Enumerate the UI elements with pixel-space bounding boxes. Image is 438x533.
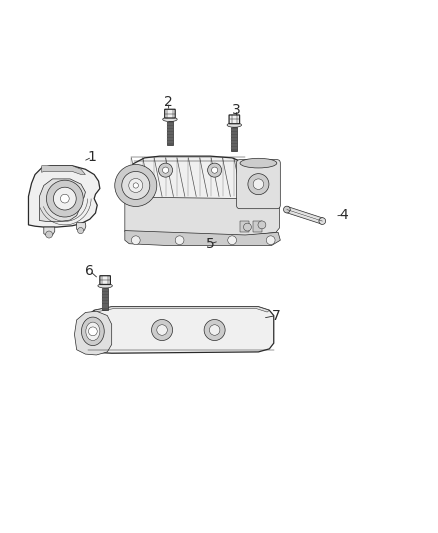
Circle shape	[159, 163, 173, 177]
Circle shape	[248, 174, 269, 195]
Circle shape	[157, 325, 167, 335]
Ellipse shape	[86, 322, 100, 341]
Bar	[240, 221, 249, 232]
Circle shape	[53, 187, 76, 210]
Circle shape	[244, 223, 251, 231]
Text: 4: 4	[339, 208, 348, 222]
Circle shape	[228, 236, 237, 245]
Bar	[253, 221, 262, 232]
Polygon shape	[74, 311, 112, 355]
Circle shape	[204, 319, 225, 341]
FancyBboxPatch shape	[237, 159, 280, 209]
Circle shape	[115, 165, 157, 206]
Circle shape	[319, 217, 326, 224]
Circle shape	[253, 179, 264, 189]
Text: 7: 7	[272, 309, 280, 322]
Circle shape	[175, 236, 184, 245]
Circle shape	[152, 319, 173, 341]
Circle shape	[209, 325, 220, 335]
Circle shape	[212, 167, 218, 173]
Ellipse shape	[227, 123, 242, 127]
Polygon shape	[94, 307, 269, 312]
Polygon shape	[44, 227, 55, 236]
FancyBboxPatch shape	[229, 115, 240, 124]
Text: 5: 5	[206, 237, 215, 251]
Polygon shape	[125, 156, 249, 201]
Polygon shape	[42, 166, 85, 174]
Polygon shape	[286, 209, 322, 222]
FancyBboxPatch shape	[100, 276, 110, 285]
Bar	[232, 127, 237, 151]
Circle shape	[46, 180, 83, 217]
Circle shape	[283, 206, 290, 213]
Text: 3: 3	[232, 103, 241, 117]
Polygon shape	[28, 166, 100, 227]
Bar	[102, 287, 104, 310]
Polygon shape	[77, 223, 86, 231]
Text: 6: 6	[85, 264, 94, 278]
Bar	[167, 121, 173, 145]
Circle shape	[88, 327, 97, 336]
Circle shape	[208, 163, 222, 177]
Polygon shape	[286, 207, 323, 224]
Circle shape	[131, 236, 140, 245]
Ellipse shape	[81, 317, 104, 345]
Polygon shape	[125, 194, 279, 237]
Circle shape	[258, 221, 266, 229]
Circle shape	[266, 236, 275, 245]
Ellipse shape	[163, 117, 177, 122]
Bar	[167, 121, 169, 145]
Bar	[102, 287, 108, 310]
FancyBboxPatch shape	[165, 109, 175, 118]
Circle shape	[129, 179, 143, 192]
Circle shape	[60, 194, 69, 203]
Circle shape	[122, 172, 150, 199]
Circle shape	[133, 183, 138, 188]
Ellipse shape	[98, 284, 112, 288]
Text: 1: 1	[88, 150, 96, 164]
Polygon shape	[125, 231, 280, 246]
Polygon shape	[88, 307, 274, 353]
Bar	[232, 127, 233, 151]
Circle shape	[78, 228, 84, 233]
Circle shape	[162, 167, 169, 173]
Text: 2: 2	[164, 95, 173, 109]
Circle shape	[46, 231, 53, 238]
Polygon shape	[39, 179, 85, 222]
Ellipse shape	[240, 158, 277, 168]
